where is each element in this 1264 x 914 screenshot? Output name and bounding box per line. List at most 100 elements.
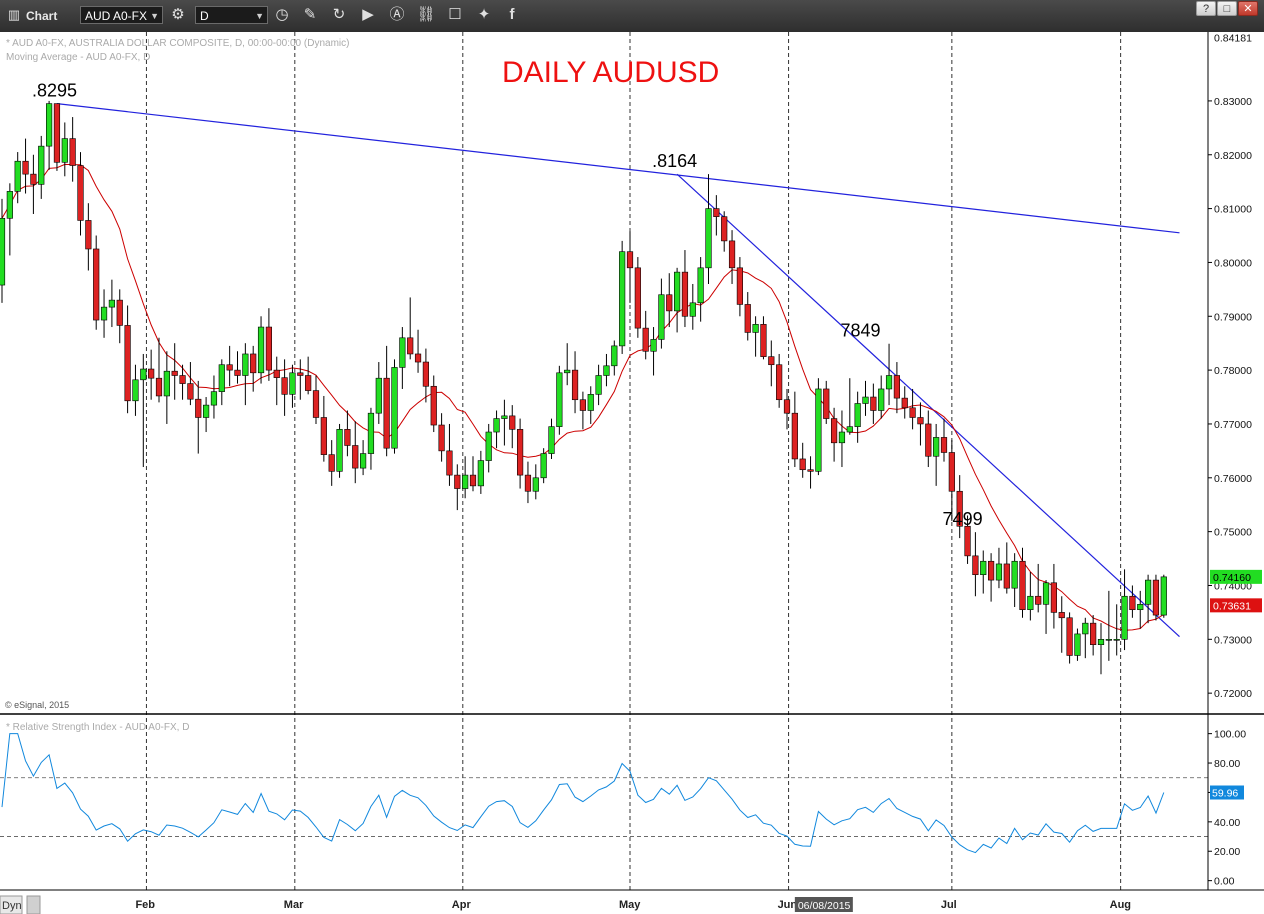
y-tick-label: 0.73000	[1214, 634, 1252, 646]
alert-icon[interactable]: Ⓐ	[389, 6, 405, 23]
x-tick-label: Feb	[135, 899, 155, 911]
candle-body	[925, 423, 932, 457]
candle	[14, 152, 21, 204]
pencil-icon[interactable]: ✎	[303, 6, 317, 23]
candle-body	[870, 396, 877, 411]
candle	[501, 399, 508, 446]
candle-body	[171, 370, 178, 376]
y-tick-label: 0.76000	[1214, 473, 1252, 485]
symbol-combo[interactable]: AUD A0-FX ▼	[80, 6, 163, 24]
help-button[interactable]: ?	[1196, 1, 1216, 16]
candle	[995, 547, 1003, 589]
candle	[595, 364, 602, 406]
candle	[85, 203, 92, 271]
chart-window-icon: ▥	[7, 7, 21, 22]
candle-body	[1003, 563, 1010, 589]
candle-body	[38, 145, 45, 185]
candle-body	[1050, 582, 1057, 613]
scroll-handle[interactable]	[26, 895, 41, 914]
candle	[352, 421, 359, 484]
candle-body	[1129, 595, 1136, 611]
candle	[69, 117, 76, 182]
candle	[407, 297, 414, 360]
trendline[interactable]	[56, 103, 1180, 234]
candle-body	[399, 337, 406, 368]
candle	[823, 380, 830, 424]
candle-body	[1074, 633, 1081, 656]
candle	[289, 364, 296, 408]
candle	[980, 550, 987, 594]
candle-body	[163, 370, 170, 397]
candle-body	[383, 377, 390, 449]
x-tick-label: Apr	[452, 899, 472, 911]
link-icon[interactable]: ⛓	[416, 6, 436, 23]
candle	[438, 413, 445, 462]
gear-icon[interactable]: ⚙	[171, 6, 185, 23]
candle-body	[477, 460, 484, 487]
candle	[0, 198, 6, 303]
candle-body	[516, 429, 524, 476]
candle-body	[642, 327, 649, 352]
candle	[744, 292, 751, 341]
close-button[interactable]: ✕	[1238, 1, 1258, 16]
y-tick-label: 0.81000	[1214, 204, 1252, 216]
y-tick-label: 0.75000	[1214, 527, 1252, 539]
candle-body	[626, 251, 634, 269]
play-icon[interactable]: ▶	[362, 6, 374, 23]
interval-combo[interactable]: D ▼	[195, 6, 268, 24]
cursor-date-label: 06/08/2015	[798, 900, 851, 912]
chevron-down-icon: ▼	[255, 11, 264, 21]
candle	[807, 456, 814, 489]
candle-body	[462, 474, 469, 489]
candle-body	[956, 490, 963, 527]
candle	[862, 380, 869, 416]
maximize-button[interactable]: □	[1217, 1, 1237, 16]
candle-body	[226, 364, 233, 371]
candle-body	[45, 103, 53, 147]
candle-body	[69, 138, 76, 166]
ma-price-tag	[1210, 598, 1262, 613]
legend-line: * AUD A0-FX, AUSTRALIA DOLLAR COMPOSITE,…	[6, 38, 349, 49]
twitter-icon[interactable]: ✦	[477, 6, 491, 23]
candle	[281, 359, 288, 416]
candle	[642, 310, 649, 360]
candle-body	[1035, 595, 1042, 605]
price-chart[interactable]: 0.720000.730000.740000.750000.760000.770…	[0, 32, 1264, 914]
rsi-y-tick-label: 40.00	[1214, 817, 1240, 829]
candle-body	[1082, 622, 1089, 635]
candle-body	[1090, 622, 1097, 645]
symbol-value: AUD A0-FX	[85, 9, 148, 23]
candle	[838, 410, 846, 468]
candle	[1027, 572, 1034, 621]
rsi-title: * Relative Strength Index - AUD A0-FX, D	[6, 722, 189, 733]
candle-body	[995, 563, 1003, 581]
candle-body	[571, 369, 579, 401]
candle-body	[14, 160, 21, 192]
chart-toolbar: ▥ Chart AUD A0-FX ▼ ⚙ D ▼ ◷ ✎ ↻ ▶ Ⓐ ⛓ ☐ …	[0, 0, 1264, 33]
candle-body	[1137, 604, 1144, 611]
clock-icon[interactable]: ◷	[275, 6, 289, 23]
candle-body	[265, 326, 273, 371]
candle	[22, 138, 29, 194]
candle-body	[438, 424, 445, 452]
candle	[242, 343, 249, 406]
candle-body	[501, 415, 508, 419]
candle	[799, 442, 806, 478]
dyn-toggle[interactable]	[0, 895, 23, 914]
candle-body	[689, 302, 696, 317]
candle	[320, 395, 327, 462]
candle	[548, 418, 555, 459]
comment-icon[interactable]: ☐	[448, 6, 462, 23]
candle-body	[312, 390, 320, 418]
candle-body	[493, 418, 500, 433]
candle	[713, 195, 720, 236]
candle-body	[132, 379, 139, 402]
candle-body	[838, 431, 846, 444]
trendline[interactable]	[676, 173, 1180, 638]
candle	[218, 359, 225, 406]
candle-body	[807, 469, 814, 472]
candle-body	[0, 217, 6, 286]
candle	[469, 456, 477, 492]
facebook-icon[interactable]: f	[509, 6, 515, 23]
refresh-icon[interactable]: ↻	[332, 6, 346, 23]
